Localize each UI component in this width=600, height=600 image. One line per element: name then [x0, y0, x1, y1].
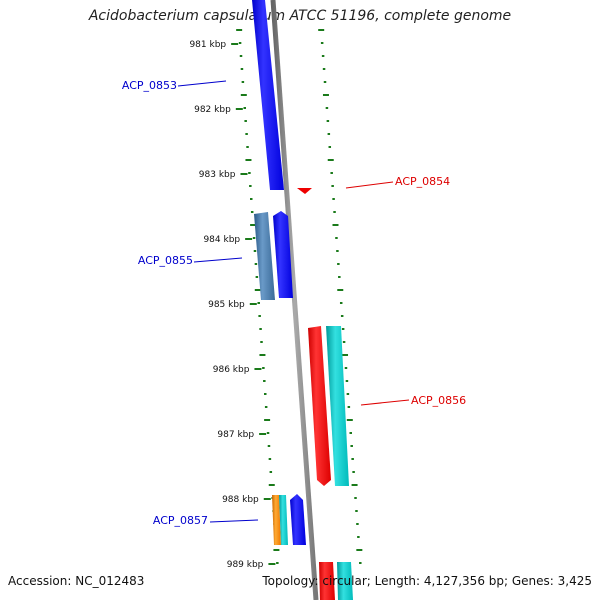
kbp-label: 985 kbp: [208, 300, 245, 310]
map-title: Acidobacterium capsulatum ATCC 51196, co…: [88, 8, 512, 24]
gene-feature[interactable]: [290, 494, 306, 545]
kbp-label: 986 kbp: [213, 365, 250, 375]
gene-label-acp-0857[interactable]: ACP_0857: [153, 514, 208, 527]
gene-feature[interactable]: [297, 188, 312, 194]
kbp-label: 987 kbp: [217, 430, 254, 440]
gene-label-acp-0855[interactable]: ACP_0855: [138, 254, 193, 267]
gene-leader-line: [345, 181, 394, 189]
genome-backbone: [270, 0, 319, 600]
accession-text: Accession: NC_012483: [8, 574, 145, 588]
gene-leader-line: [209, 519, 259, 523]
gene-label-acp-0854[interactable]: ACP_0854: [395, 175, 450, 188]
kbp-label: 984 kbp: [203, 235, 240, 245]
gene-feature[interactable]: [272, 495, 281, 545]
kbp-label: 982 kbp: [194, 105, 231, 115]
gene-feature[interactable]: [254, 212, 275, 300]
kbp-label: 989 kbp: [227, 560, 264, 570]
gene-feature[interactable]: [279, 495, 288, 545]
kbp-label: 988 kbp: [222, 495, 259, 505]
gene-feature[interactable]: [337, 562, 353, 600]
gene-feature[interactable]: [308, 326, 331, 486]
gene-feature[interactable]: [252, 0, 284, 190]
kbp-label: 983 kbp: [199, 170, 236, 180]
gene-label-acp-0856[interactable]: ACP_0856: [411, 394, 466, 407]
gene-leader-line: [193, 257, 243, 263]
gene-feature[interactable]: [273, 211, 293, 298]
gene-label-acp-0853[interactable]: ACP_0853: [122, 79, 177, 92]
kbp-label: 981 kbp: [189, 40, 226, 50]
topology-text: Topology: circular; Length: 4,127,356 bp…: [262, 574, 592, 588]
gene-leader-line: [360, 399, 410, 406]
gene-feature[interactable]: [326, 326, 349, 486]
kbp-axis: 981 kbp 982 kbp 983 kbp 984 kbp 985 kbp 986 k…: [189, 40, 276, 570]
gene-feature[interactable]: [319, 562, 335, 600]
gene-leader-line: [177, 80, 227, 87]
